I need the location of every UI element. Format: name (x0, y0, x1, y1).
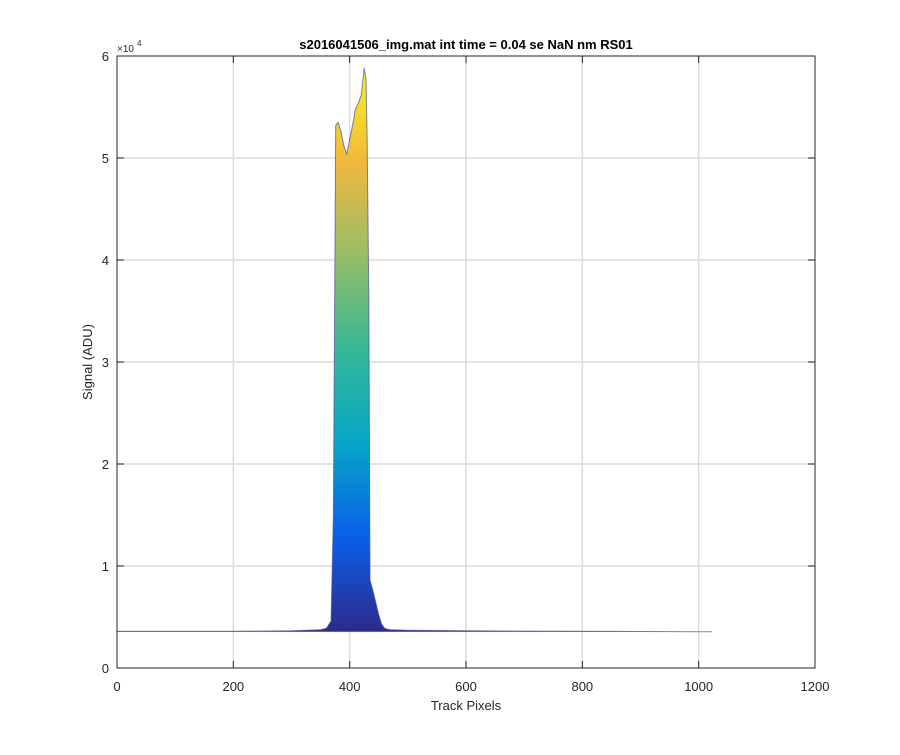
x-tick-label: 1000 (684, 679, 713, 694)
y-tick-label: 0 (102, 661, 109, 676)
x-tick-label: 1200 (801, 679, 830, 694)
x-tick-label: 600 (455, 679, 477, 694)
y-tick-label: 4 (102, 253, 109, 268)
x-tick-label: 400 (339, 679, 361, 694)
y-tick-label: 6 (102, 49, 109, 64)
y-tick-label: 2 (102, 457, 109, 472)
y-exponent-power: 4 (137, 39, 142, 48)
y-axis-label: Signal (ADU) (80, 324, 95, 400)
chart-title: s2016041506_img.mat int time = 0.04 se N… (299, 37, 633, 52)
ticks: 0 200 400 600 800 1000 1200 0 1 2 3 4 5 6 (102, 49, 830, 694)
x-axis-label: Track Pixels (431, 698, 502, 713)
x-tick-label: 800 (571, 679, 593, 694)
y-tick-label: 3 (102, 355, 109, 370)
y-tick-label: 1 (102, 559, 109, 574)
data-series (117, 68, 713, 633)
y-exponent-base: ×10 (117, 44, 134, 55)
x-tick-label: 0 (113, 679, 120, 694)
x-tick-label: 200 (222, 679, 244, 694)
signal-line (117, 68, 713, 633)
y-tick-label: 5 (102, 151, 109, 166)
